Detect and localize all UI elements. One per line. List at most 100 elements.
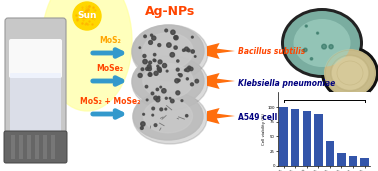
Circle shape xyxy=(151,92,154,95)
Circle shape xyxy=(153,59,155,61)
Circle shape xyxy=(169,97,171,99)
Circle shape xyxy=(178,79,180,82)
Circle shape xyxy=(145,85,148,88)
Bar xyxy=(35,135,39,159)
Bar xyxy=(337,153,345,166)
Bar xyxy=(303,111,311,166)
Ellipse shape xyxy=(284,11,360,75)
Text: Sun: Sun xyxy=(77,11,97,21)
Circle shape xyxy=(187,49,190,52)
Ellipse shape xyxy=(132,25,204,77)
Circle shape xyxy=(170,99,174,103)
Circle shape xyxy=(148,67,152,71)
Circle shape xyxy=(186,115,188,117)
Circle shape xyxy=(143,113,144,115)
Ellipse shape xyxy=(133,92,207,144)
Circle shape xyxy=(178,74,180,75)
Text: MoS₂ + MoSe₂: MoS₂ + MoSe₂ xyxy=(80,97,140,106)
Ellipse shape xyxy=(293,19,350,67)
Circle shape xyxy=(166,70,168,72)
Circle shape xyxy=(322,44,327,49)
Bar xyxy=(326,141,334,166)
Circle shape xyxy=(195,79,198,83)
Bar xyxy=(27,135,31,159)
Circle shape xyxy=(171,30,175,34)
Bar xyxy=(43,135,47,159)
Ellipse shape xyxy=(132,56,204,106)
Circle shape xyxy=(174,36,177,39)
Circle shape xyxy=(165,97,167,99)
Polygon shape xyxy=(207,43,235,59)
Circle shape xyxy=(158,60,162,64)
Circle shape xyxy=(176,91,180,95)
Circle shape xyxy=(317,32,319,34)
Circle shape xyxy=(175,79,179,83)
Ellipse shape xyxy=(133,92,203,140)
Ellipse shape xyxy=(42,0,132,111)
Circle shape xyxy=(143,59,147,64)
Circle shape xyxy=(304,48,307,52)
Circle shape xyxy=(149,73,152,76)
Bar xyxy=(51,135,55,159)
Circle shape xyxy=(183,49,185,51)
Circle shape xyxy=(181,100,183,102)
Bar xyxy=(291,109,299,166)
Circle shape xyxy=(156,88,158,91)
Ellipse shape xyxy=(324,49,376,97)
Bar xyxy=(349,156,357,166)
Circle shape xyxy=(138,73,142,77)
Circle shape xyxy=(310,58,313,60)
Circle shape xyxy=(150,34,153,36)
Circle shape xyxy=(157,67,161,71)
Bar xyxy=(279,107,288,166)
Circle shape xyxy=(163,63,167,68)
Circle shape xyxy=(170,52,175,57)
Circle shape xyxy=(158,44,161,47)
Circle shape xyxy=(143,54,146,57)
Circle shape xyxy=(174,36,178,40)
Circle shape xyxy=(184,47,188,51)
Circle shape xyxy=(153,54,156,56)
Circle shape xyxy=(186,68,190,72)
FancyBboxPatch shape xyxy=(4,131,67,163)
Circle shape xyxy=(329,45,333,49)
Text: Bacillus subtilis: Bacillus subtilis xyxy=(238,47,305,56)
Circle shape xyxy=(158,69,161,72)
Bar xyxy=(11,135,15,159)
Ellipse shape xyxy=(143,33,193,69)
Circle shape xyxy=(165,29,167,32)
Circle shape xyxy=(179,74,182,77)
Bar xyxy=(361,158,369,166)
FancyBboxPatch shape xyxy=(5,18,66,144)
Circle shape xyxy=(160,86,161,88)
Circle shape xyxy=(149,61,152,64)
Circle shape xyxy=(162,89,166,93)
Text: Ag-NPs: Ag-NPs xyxy=(145,5,195,18)
FancyBboxPatch shape xyxy=(10,73,61,137)
FancyBboxPatch shape xyxy=(9,39,62,78)
Ellipse shape xyxy=(144,99,192,133)
Ellipse shape xyxy=(132,25,208,81)
Ellipse shape xyxy=(132,56,208,110)
Circle shape xyxy=(176,68,179,71)
Circle shape xyxy=(154,96,158,100)
Circle shape xyxy=(140,127,143,129)
Circle shape xyxy=(147,65,151,68)
Circle shape xyxy=(141,68,144,71)
Circle shape xyxy=(158,67,160,69)
Text: A549 cell line: A549 cell line xyxy=(238,113,296,122)
Circle shape xyxy=(148,73,151,76)
Circle shape xyxy=(160,108,163,111)
Circle shape xyxy=(152,107,155,110)
Circle shape xyxy=(305,25,307,27)
Circle shape xyxy=(149,41,152,44)
Ellipse shape xyxy=(321,46,378,100)
Ellipse shape xyxy=(143,63,193,98)
Ellipse shape xyxy=(332,56,368,90)
Polygon shape xyxy=(207,108,235,124)
Circle shape xyxy=(191,83,194,86)
Text: MoSe₂: MoSe₂ xyxy=(96,64,124,73)
Circle shape xyxy=(156,98,160,102)
Circle shape xyxy=(165,108,167,110)
Circle shape xyxy=(174,46,177,49)
